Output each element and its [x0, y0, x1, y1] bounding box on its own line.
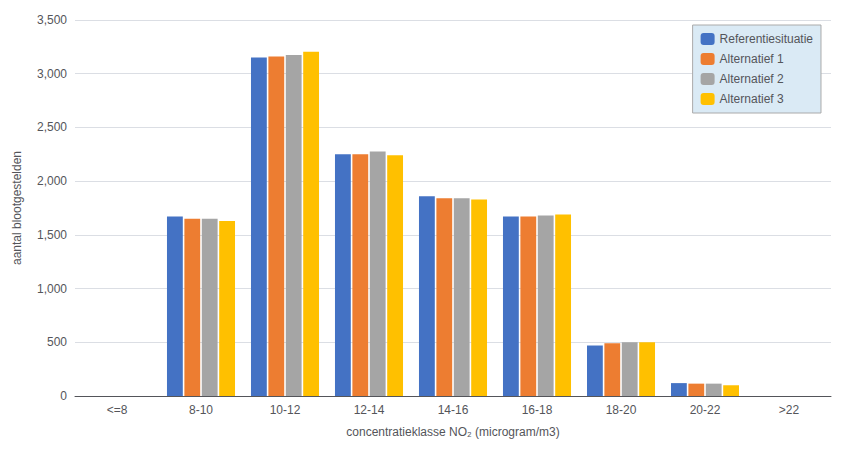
svg-text:3,000: 3,000	[37, 67, 67, 81]
svg-text:1,000: 1,000	[37, 282, 67, 296]
svg-text:Alternatief 1: Alternatief 1	[720, 52, 784, 66]
svg-text:Alternatief 2: Alternatief 2	[720, 72, 784, 86]
svg-text:concentratieklasse NO₂ (microg: concentratieklasse NO₂ (microgram/m3)	[346, 425, 559, 439]
svg-text:14-16: 14-16	[438, 403, 469, 417]
svg-text:>22: >22	[779, 403, 800, 417]
svg-text:1,500: 1,500	[37, 228, 67, 242]
svg-text:10-12: 10-12	[270, 403, 301, 417]
svg-text:20-22: 20-22	[690, 403, 721, 417]
svg-text:2,500: 2,500	[37, 120, 67, 134]
svg-text:16-18: 16-18	[522, 403, 553, 417]
svg-text:<=8: <=8	[107, 403, 128, 417]
svg-text:12-14: 12-14	[354, 403, 385, 417]
svg-text:8-10: 8-10	[189, 403, 213, 417]
svg-text:500: 500	[47, 335, 67, 349]
svg-text:2,000: 2,000	[37, 174, 67, 188]
svg-text:Referentiesituatie: Referentiesituatie	[720, 32, 814, 46]
svg-text:aantal blootgestelden: aantal blootgestelden	[10, 151, 24, 265]
svg-text:18-20: 18-20	[606, 403, 637, 417]
svg-text:Alternatief 3: Alternatief 3	[720, 92, 784, 106]
svg-text:3,500: 3,500	[37, 13, 67, 27]
svg-text:0: 0	[60, 389, 67, 403]
